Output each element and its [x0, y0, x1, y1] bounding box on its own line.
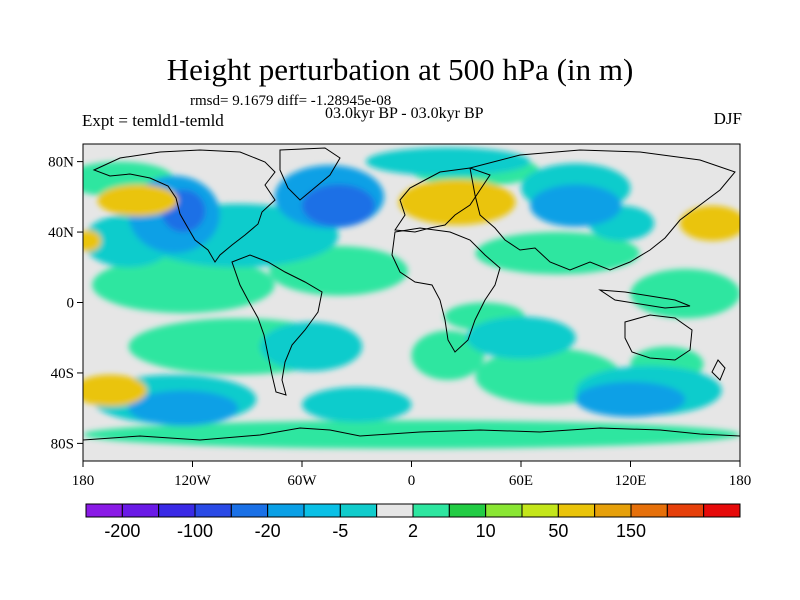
field-region: [97, 184, 178, 217]
colorbar-box: [521, 503, 559, 518]
lat-tick-label: 0: [67, 296, 75, 312]
perturbation-field: [83, 147, 740, 449]
coastline-greenland: [279, 147, 341, 201]
colorbar-box: [594, 503, 632, 518]
colorbar-label: -5: [332, 521, 348, 541]
colorbar-box: [630, 503, 668, 518]
field-region: [83, 374, 147, 407]
coastline-asia: [469, 149, 736, 271]
coastline-europe: [394, 167, 491, 233]
lon-tick-label: 0: [408, 473, 416, 489]
period-label: 03.0kyr BP - 03.0kyr BP: [325, 105, 484, 122]
colorbar-box: [230, 503, 269, 518]
coastlines: [83, 147, 740, 441]
colorbar-box: [666, 503, 705, 518]
colorbar-box: [339, 503, 378, 518]
field-region: [630, 269, 740, 319]
field-region: [475, 232, 640, 275]
field-region: [260, 321, 363, 372]
coastline-antarctica: [83, 427, 740, 441]
colorbar-label: 150: [616, 521, 646, 541]
colorbar-box: [448, 503, 487, 518]
field-region: [302, 387, 412, 423]
colorbar-box: [557, 503, 596, 518]
coastline-africa: [391, 227, 501, 353]
lat-tick-label: 40N: [48, 225, 74, 241]
field-region: [575, 381, 686, 417]
colorbar-box: [158, 503, 196, 518]
lon-tick-label: 180: [72, 473, 95, 489]
lon-tick-label: 60W: [287, 473, 317, 489]
season-label: DJF: [713, 109, 742, 128]
colorbar-label: -100: [177, 521, 213, 541]
field-region: [83, 230, 102, 252]
experiment-label: Expt = temld1-temld: [82, 111, 224, 130]
lon-tick-label: 120W: [174, 473, 212, 489]
field-region: [398, 179, 516, 226]
coastline-indonesia: [598, 289, 691, 309]
colorbar: -200 -100 -20 -5 2 10 50 150: [85, 503, 741, 541]
latitude-axis: 80N 40N 0 40S 80S: [48, 155, 83, 452]
colorbar-label: 50: [548, 521, 568, 541]
colorbar-box: [485, 503, 523, 518]
colorbar-label: 2: [408, 521, 418, 541]
rmsd-stats: rmsd= 9.1679 diff= -1.28945e-08: [190, 93, 392, 109]
field-region: [466, 316, 576, 359]
field-region: [530, 184, 622, 227]
field-region: [83, 420, 740, 449]
colorbar-label: -20: [255, 521, 281, 541]
colorbar-label: -200: [104, 521, 140, 541]
colorbar-box: [303, 503, 341, 518]
lon-tick-label: 180: [729, 473, 752, 489]
field-region: [92, 256, 275, 314]
longitude-axis: 180 120W 60W 0 60E 120E 180: [72, 461, 752, 489]
colorbar-box: [194, 503, 232, 518]
field-region: [128, 390, 239, 426]
lon-tick-label: 120E: [615, 473, 647, 489]
coastline-north-america: [92, 149, 276, 263]
field-region: [365, 147, 531, 176]
colorbar-box: [412, 503, 450, 518]
field-region: [302, 184, 375, 227]
coastline-new-zealand: [711, 359, 726, 381]
lat-tick-label: 40S: [51, 366, 74, 382]
coastline-south-america: [231, 254, 323, 396]
colorbar-box: [85, 503, 123, 518]
chart-title: Height perturbation at 500 hPa (in m): [166, 52, 634, 87]
lon-tick-label: 60E: [509, 473, 533, 489]
colorbar-box: [376, 503, 414, 518]
colorbar-label: 10: [476, 521, 496, 541]
colorbar-box: [703, 503, 741, 518]
colorbar-box: [267, 503, 305, 518]
colorbar-box: [121, 503, 160, 518]
field-region: [679, 205, 740, 241]
lat-tick-label: 80S: [51, 436, 74, 452]
field-region: [411, 330, 485, 380]
coastline-australia: [624, 314, 693, 361]
lat-tick-label: 80N: [48, 155, 74, 171]
